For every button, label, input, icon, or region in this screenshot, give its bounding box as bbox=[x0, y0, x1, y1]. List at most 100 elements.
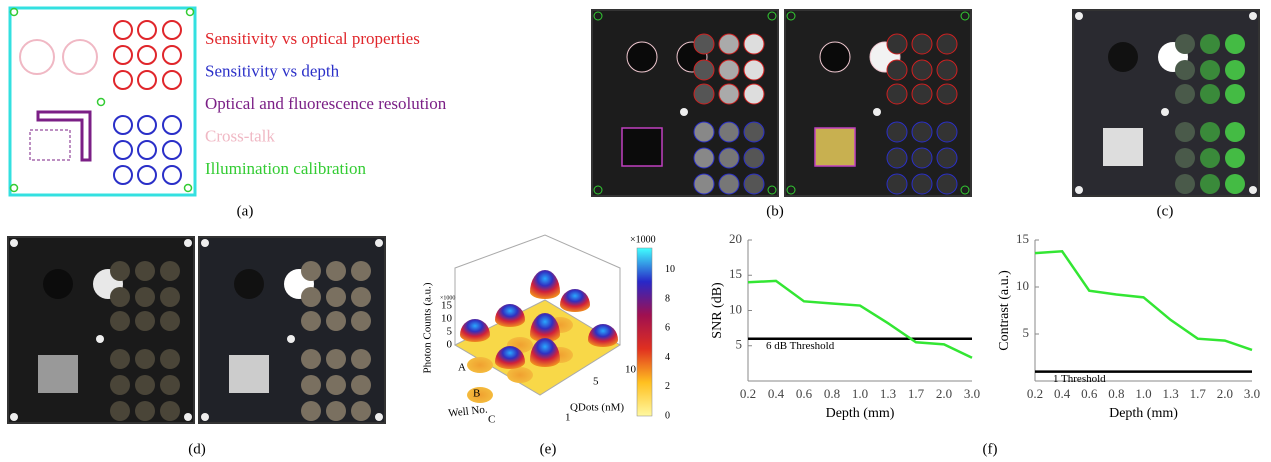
well-outline bbox=[138, 46, 156, 64]
photo-well bbox=[96, 335, 104, 343]
photo-well bbox=[937, 122, 957, 142]
photo-well bbox=[135, 375, 155, 395]
panel-label: (b) bbox=[766, 203, 784, 219]
photo-well bbox=[135, 287, 155, 307]
photo-well bbox=[351, 349, 371, 369]
y-axis-label: Contrast (a.u.) bbox=[997, 270, 1012, 351]
photo-well bbox=[937, 60, 957, 80]
x-tick-label: 1.7 bbox=[908, 386, 925, 401]
calib-dot bbox=[187, 9, 194, 16]
resolution-target bbox=[38, 112, 90, 160]
photo-well bbox=[160, 375, 180, 395]
well-outline bbox=[163, 46, 181, 64]
colorbar-tick-label: 10 bbox=[665, 264, 675, 275]
photo-well bbox=[301, 349, 321, 369]
photo-well bbox=[887, 34, 907, 54]
x-tick-label: 1.7 bbox=[1190, 386, 1207, 401]
qdot-tick-label: 1 bbox=[565, 412, 571, 424]
legend-text: Illumination calibration bbox=[205, 159, 366, 178]
x-tick-label: 0.6 bbox=[1081, 386, 1098, 401]
photo-well bbox=[135, 311, 155, 331]
well-outline bbox=[138, 141, 156, 159]
x-tick-label: 0.8 bbox=[824, 386, 840, 401]
z-tick-label: 0 bbox=[447, 339, 453, 351]
photo-well bbox=[10, 239, 18, 247]
photo-well bbox=[744, 84, 764, 104]
line bbox=[1035, 251, 1252, 350]
photo-well bbox=[184, 239, 192, 247]
photo-target bbox=[38, 355, 78, 393]
photo-well bbox=[887, 60, 907, 80]
photo-well bbox=[1225, 148, 1245, 168]
calib-dot bbox=[98, 99, 105, 106]
panel-label: (c) bbox=[1157, 203, 1174, 219]
photo-well bbox=[937, 148, 957, 168]
colorbar-tick-label: 2 bbox=[665, 381, 670, 392]
photo-well bbox=[694, 60, 714, 80]
photo-well bbox=[873, 108, 881, 116]
colorbar-tick-label: 0 bbox=[665, 410, 670, 421]
photo-well bbox=[160, 401, 180, 421]
photo-well bbox=[110, 261, 130, 281]
photo-well bbox=[1200, 34, 1220, 54]
axis-label: QDots (nM) bbox=[570, 402, 624, 414]
photo-well bbox=[1200, 122, 1220, 142]
qdot-tick-label: 5 bbox=[593, 376, 599, 388]
photo-well bbox=[1225, 174, 1245, 194]
photo-well bbox=[184, 413, 192, 421]
photo-well bbox=[937, 174, 957, 194]
photo-well bbox=[326, 287, 346, 307]
photo-well bbox=[160, 311, 180, 331]
photo-target bbox=[229, 355, 269, 393]
photo-well bbox=[937, 34, 957, 54]
photo-well bbox=[1175, 34, 1195, 54]
photo-well bbox=[1225, 34, 1245, 54]
photo-well bbox=[694, 34, 714, 54]
well-outline bbox=[114, 166, 132, 184]
panel-label: (d) bbox=[188, 441, 206, 457]
photo-well bbox=[110, 287, 130, 307]
x-axis-label: Depth (mm) bbox=[1109, 406, 1178, 421]
well-outline bbox=[138, 166, 156, 184]
x-tick-label: 2.0 bbox=[936, 386, 952, 401]
photo-well bbox=[351, 311, 371, 331]
photo-well bbox=[1075, 186, 1083, 194]
photo-well bbox=[135, 401, 155, 421]
well-outline bbox=[114, 141, 132, 159]
dome bbox=[588, 324, 618, 347]
photo-well bbox=[10, 413, 18, 421]
photo-well bbox=[234, 269, 264, 299]
photo-well bbox=[912, 60, 932, 80]
photo-target bbox=[622, 128, 662, 166]
photo-well bbox=[912, 122, 932, 142]
photo-well bbox=[719, 148, 739, 168]
colorbar-tick-label: 8 bbox=[665, 293, 670, 304]
photo-well bbox=[719, 60, 739, 80]
photo-well bbox=[1200, 148, 1220, 168]
x-tick-label: 1.3 bbox=[880, 386, 896, 401]
legend-text: Sensitivity vs depth bbox=[205, 61, 340, 80]
well-outline bbox=[114, 116, 132, 134]
well-outline bbox=[163, 71, 181, 89]
photo-well bbox=[1175, 84, 1195, 104]
threshold-label: 6 dB Threshold bbox=[766, 340, 835, 352]
photo-well bbox=[912, 34, 932, 54]
x-tick-label: 0.2 bbox=[1027, 386, 1043, 401]
photo-well bbox=[201, 413, 209, 421]
z-tick-label: 10 bbox=[441, 313, 453, 325]
x-tick-label: 0.8 bbox=[1108, 386, 1124, 401]
photo-well bbox=[351, 401, 371, 421]
photo-target bbox=[1103, 128, 1143, 166]
photo-well bbox=[744, 148, 764, 168]
photo-well bbox=[1175, 60, 1195, 80]
dome bbox=[530, 270, 560, 299]
photo-well bbox=[110, 349, 130, 369]
photo-well bbox=[1108, 42, 1138, 72]
photo-well bbox=[694, 84, 714, 104]
well-outline bbox=[163, 116, 181, 134]
well-outline bbox=[114, 46, 132, 64]
photo-well bbox=[1225, 84, 1245, 104]
y-tick-label: 15 bbox=[729, 266, 742, 281]
y-tick-label: 5 bbox=[1023, 325, 1030, 340]
colorbar-tick-label: 6 bbox=[665, 323, 670, 334]
